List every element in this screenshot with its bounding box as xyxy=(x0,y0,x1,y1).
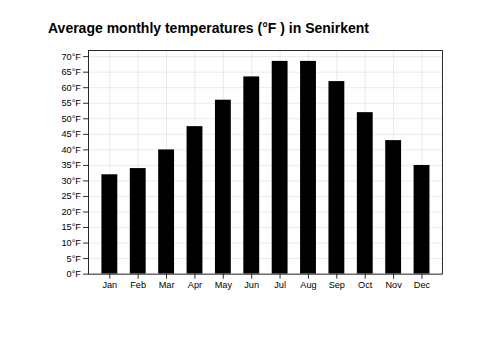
svg-text:Mar: Mar xyxy=(159,280,175,290)
svg-text:Dec: Dec xyxy=(414,280,431,290)
svg-text:Aug: Aug xyxy=(300,280,316,290)
svg-text:Feb: Feb xyxy=(130,280,146,290)
svg-text:60°F: 60°F xyxy=(61,83,81,93)
svg-text:30°F: 30°F xyxy=(61,176,81,186)
svg-text:55°F: 55°F xyxy=(61,98,81,108)
svg-text:50°F: 50°F xyxy=(61,114,81,124)
svg-text:Jul: Jul xyxy=(274,280,286,290)
svg-text:25°F: 25°F xyxy=(61,191,81,201)
svg-text:20°F: 20°F xyxy=(61,207,81,217)
svg-text:Oct: Oct xyxy=(358,280,373,290)
svg-text:Sep: Sep xyxy=(329,280,345,290)
svg-text:35°F: 35°F xyxy=(61,160,81,170)
svg-text:15°F: 15°F xyxy=(61,222,81,232)
svg-text:Apr: Apr xyxy=(188,280,202,290)
svg-text:Nov: Nov xyxy=(385,280,402,290)
svg-text:40°F: 40°F xyxy=(61,145,81,155)
svg-text:Jun: Jun xyxy=(244,280,259,290)
svg-text:65°F: 65°F xyxy=(61,67,81,77)
html-text:Average monthly temperatures (: Average monthly temperatures (°F ) in Se… xyxy=(48,20,369,36)
svg-text:May: May xyxy=(215,280,233,290)
svg-text:45°F: 45°F xyxy=(61,129,81,139)
svg-text:10°F: 10°F xyxy=(61,238,81,248)
svg-text:Jan: Jan xyxy=(102,280,117,290)
svg-text:0°F: 0°F xyxy=(67,269,82,279)
svg-text:5°F: 5°F xyxy=(67,254,82,264)
svg-text:70°F: 70°F xyxy=(61,52,81,62)
